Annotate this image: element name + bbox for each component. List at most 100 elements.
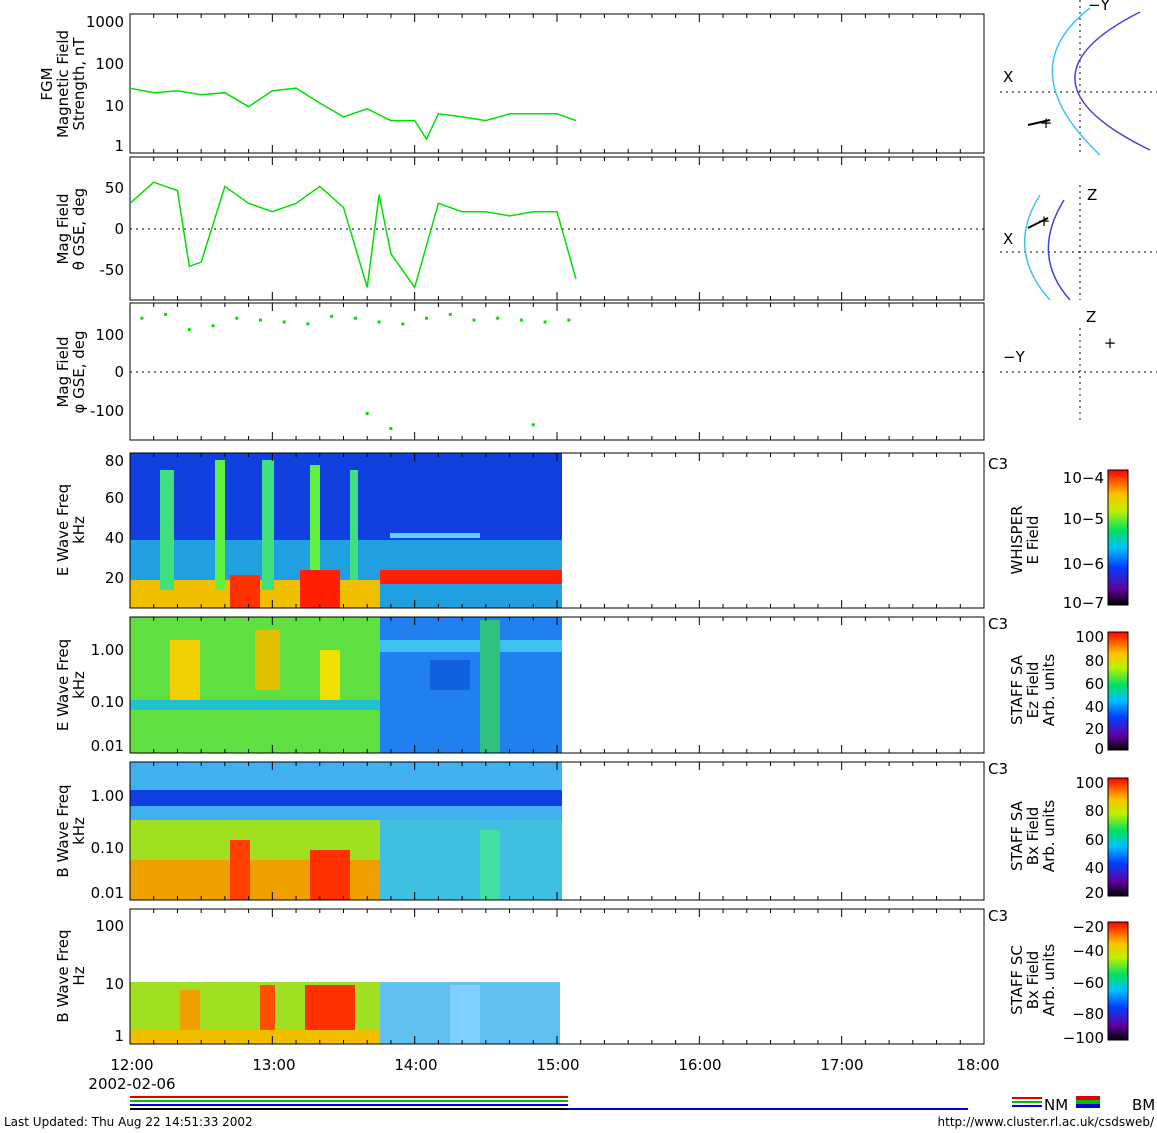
colorbar: WHISPER E Field 10−7 10−6 10−5 10−4 (1008, 469, 1129, 612)
panel-mag-theta: Mag Field θ GSE, deg -50 0 50 (54, 156, 985, 301)
ylabel-line-1: Mag Field (54, 193, 72, 264)
scatter-point (164, 312, 168, 316)
scatter-point (306, 322, 310, 326)
colorbar-tick: 10−6 (1063, 555, 1104, 573)
time-tick-label: 18:00 (956, 1056, 999, 1074)
panel-whisper-e: E Wave Freq kHz 20 40 60 80 C3 WHISPER E… (54, 452, 1129, 612)
v-axis-label: −Y (1088, 0, 1111, 14)
mode-bars (130, 1096, 968, 1110)
ylabel-line-1: E Wave Freq (54, 484, 72, 576)
magnetopause-curve (1047, 199, 1071, 301)
spectrogram-image (130, 453, 562, 608)
scatter-point (353, 316, 357, 320)
scatter-point (519, 318, 523, 322)
ylabel-line-2: Hz (70, 966, 88, 985)
spectrogram-image (130, 762, 562, 900)
colorbar-tick: 20 (1085, 884, 1104, 902)
ylabel-line-1: E Wave Freq (54, 639, 72, 731)
magnetopause-curve (1074, 11, 1151, 151)
scatter-point (187, 328, 191, 332)
spacecraft-position-marker: + (1104, 334, 1117, 352)
orbit-panel-xz: + X Z (1000, 185, 1157, 301)
colorbar-tick: 20 (1085, 720, 1104, 738)
bow-shock-curve (1023, 194, 1051, 301)
colorbar-tick: 60 (1085, 831, 1104, 849)
scatter-point (496, 316, 500, 320)
colorbar-tick: 10−5 (1063, 510, 1104, 528)
panel-staff-sc: B Wave Freq Hz 1 10 100 C3 STAFF SC Bx F… (54, 907, 1129, 1047)
ytick-label: 1000 (86, 13, 124, 31)
mode-legend: NM BM (1012, 1096, 1155, 1114)
v-axis-label: Z (1086, 308, 1096, 326)
scatter-point (567, 318, 571, 322)
colorbar-tick: −100 (1063, 1029, 1104, 1047)
ytick-label: 1.00 (91, 787, 124, 805)
colorbar-tick: 10−4 (1063, 469, 1104, 487)
colorbar-title: STAFF SA (1008, 800, 1026, 871)
ylabel-line-3: Strength, nT (70, 37, 88, 131)
scatter-point (543, 320, 547, 324)
colorbar-title: WHISPER (1008, 505, 1026, 574)
panel-staff-ez: E Wave Freq kHz 0.01 0.10 1.00 C3 STAFF … (54, 615, 1129, 758)
colorbar-tick: −60 (1072, 974, 1104, 992)
panel-mag-phi: Mag Field φ GSE, deg -100 0 100 (54, 302, 985, 441)
series-line (129, 87, 577, 141)
colorbar-tick: 40 (1085, 698, 1104, 716)
colorbar-title: Arb. units (1040, 800, 1058, 873)
ytick-label: 80 (105, 452, 124, 470)
scatter-point (389, 427, 393, 431)
ytick-label: -50 (100, 261, 125, 279)
time-axis: 12:00 13:00 14:00 15:00 16:00 17:00 18:0… (88, 14, 1000, 1093)
orbit-track (1027, 217, 1049, 229)
colorbar-tick: −80 (1072, 1005, 1104, 1023)
ytick-label: 0.01 (91, 884, 124, 902)
bm-label: BM (1132, 1096, 1155, 1114)
ylabel-line-1: FGM (38, 67, 56, 100)
scatter-point (401, 322, 405, 326)
ytick-label: 10 (105, 975, 124, 993)
scatter-point (425, 316, 428, 320)
colorbar-tick: 80 (1085, 652, 1104, 670)
colorbar-title: Bx Field (1024, 951, 1042, 1010)
panel-staff-bx: B Wave Freq kHz 0.01 0.10 1.00 C3 STAFF … (54, 760, 1129, 902)
spacecraft-label: C3 (988, 455, 1008, 473)
colorbar-tick: 100 (1075, 774, 1104, 792)
colorbar-title: Ez Field (1024, 662, 1042, 719)
spacecraft-position-marker: + (1040, 114, 1053, 132)
colorbar-title: STAFF SA (1008, 654, 1026, 725)
colorbar-tick: 10−7 (1063, 594, 1104, 612)
ytick-label: 20 (105, 569, 124, 587)
ylabel-line-1: B Wave Freq (54, 784, 72, 877)
time-tick-label: 17:00 (820, 1056, 863, 1074)
ylabel-line-2: θ GSE, deg (70, 188, 88, 270)
colorbar-tick: 60 (1085, 675, 1104, 693)
time-tick-label: 16:00 (678, 1056, 721, 1074)
time-tick-label: 13:00 (252, 1056, 295, 1074)
bow-shock-curve (1051, 7, 1101, 156)
colorbar-tick: −40 (1072, 942, 1104, 960)
ytick-label: 10 (105, 97, 124, 115)
ylabel-line-2: kHz (70, 671, 88, 699)
colorbar-tick: 80 (1085, 802, 1104, 820)
scatter-point (472, 318, 476, 322)
ytick-label: 1 (114, 137, 124, 155)
scatter-point (211, 324, 215, 328)
colorbar-title: E Field (1024, 516, 1042, 565)
ytick-label: 0.10 (91, 693, 124, 711)
ytick-label: 100 (95, 326, 124, 344)
scatter-series (140, 312, 571, 431)
ytick-label: 1.00 (91, 641, 124, 659)
spacecraft-label: C3 (988, 615, 1008, 633)
scatter-point (259, 318, 262, 322)
orbit-panel-yz: + −Y Z (1000, 308, 1157, 420)
spectrogram-image (130, 617, 562, 753)
series-line (129, 181, 577, 290)
colorbar-title: Arb. units (1040, 654, 1058, 727)
h-axis-label: X (1003, 68, 1013, 86)
scatter-point (448, 312, 452, 316)
ylabel-line-2: Magnetic Field (54, 30, 72, 138)
ytick-label: 60 (105, 489, 124, 507)
ytick-label: 0.10 (91, 839, 124, 857)
nm-label: NM (1044, 1096, 1068, 1114)
source-url: http://www.cluster.rl.ac.uk/csdsweb/ (938, 1115, 1155, 1129)
